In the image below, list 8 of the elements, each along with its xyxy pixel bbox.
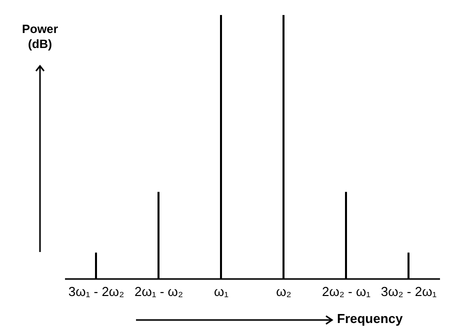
x-tick-label: 2ω₂ - ω₁	[322, 284, 372, 300]
x-tick-label: 3ω₁ - 2ω₂	[68, 284, 124, 300]
x-tick-label: 3ω₂ - 2ω₁	[380, 284, 438, 300]
x-axis-title: Frequency	[337, 311, 403, 326]
x-tick-label: ω₁	[214, 284, 230, 300]
y-axis-title: Power (dB)	[20, 22, 59, 52]
x-tick-label: ω₂	[276, 284, 292, 300]
x-tick-label: 2ω₁ - ω₂	[134, 284, 184, 300]
